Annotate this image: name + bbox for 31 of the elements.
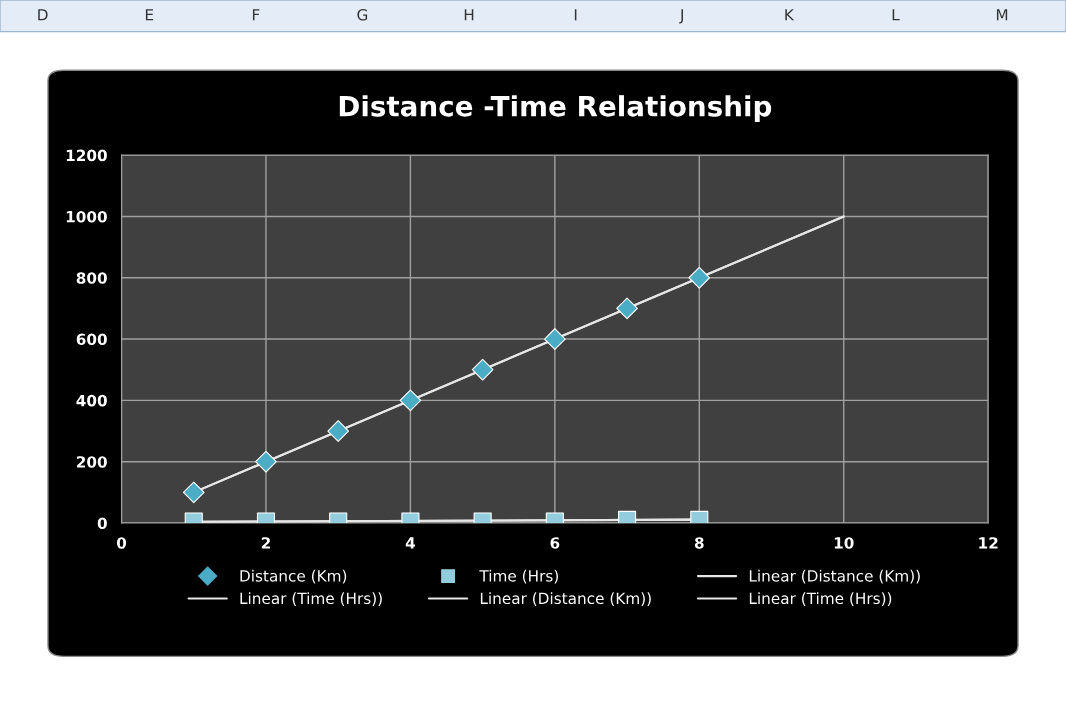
text: M — [996, 9, 1008, 21]
legend-label: Distance (Km) — [240, 569, 347, 584]
legend-label: Linear (Time (Hrs)) — [749, 592, 892, 606]
text: F — [252, 9, 260, 21]
x-tick-label: 6 — [550, 537, 560, 549]
legend-label: Time (Hrs) — [479, 569, 558, 584]
legend-label: Linear (Distance (Km)) — [749, 569, 920, 584]
y-tick-label: 1200 — [66, 149, 107, 162]
y-tick-label: 800 — [76, 272, 107, 284]
text: J — [679, 9, 683, 24]
y-tick-label: 400 — [76, 394, 107, 407]
x-tick-label: 12 — [979, 537, 998, 549]
text: I — [574, 9, 577, 21]
y-tick-label: 600 — [76, 333, 107, 346]
y-tick-label: 1000 — [66, 210, 107, 223]
y-tick-label: 200 — [76, 456, 107, 468]
text: G — [357, 9, 368, 21]
legend-label: Linear (Time (Hrs)) — [240, 592, 382, 606]
text: L — [892, 9, 900, 21]
y-tick-label: 0 — [97, 517, 107, 530]
text: K — [785, 9, 795, 21]
x-tick-label: 4 — [405, 537, 416, 549]
x-tick-label: 8 — [694, 537, 704, 549]
text: E — [145, 9, 154, 21]
x-tick-label: 0 — [116, 537, 127, 549]
x-tick-label: 10 — [834, 537, 854, 549]
text: D — [38, 9, 48, 21]
chart-title: Distance -Time Relationship — [339, 95, 772, 123]
x-tick-label: 2 — [261, 537, 270, 549]
legend-label: Linear (Distance (Km)) — [480, 592, 651, 606]
text: H — [464, 9, 474, 21]
